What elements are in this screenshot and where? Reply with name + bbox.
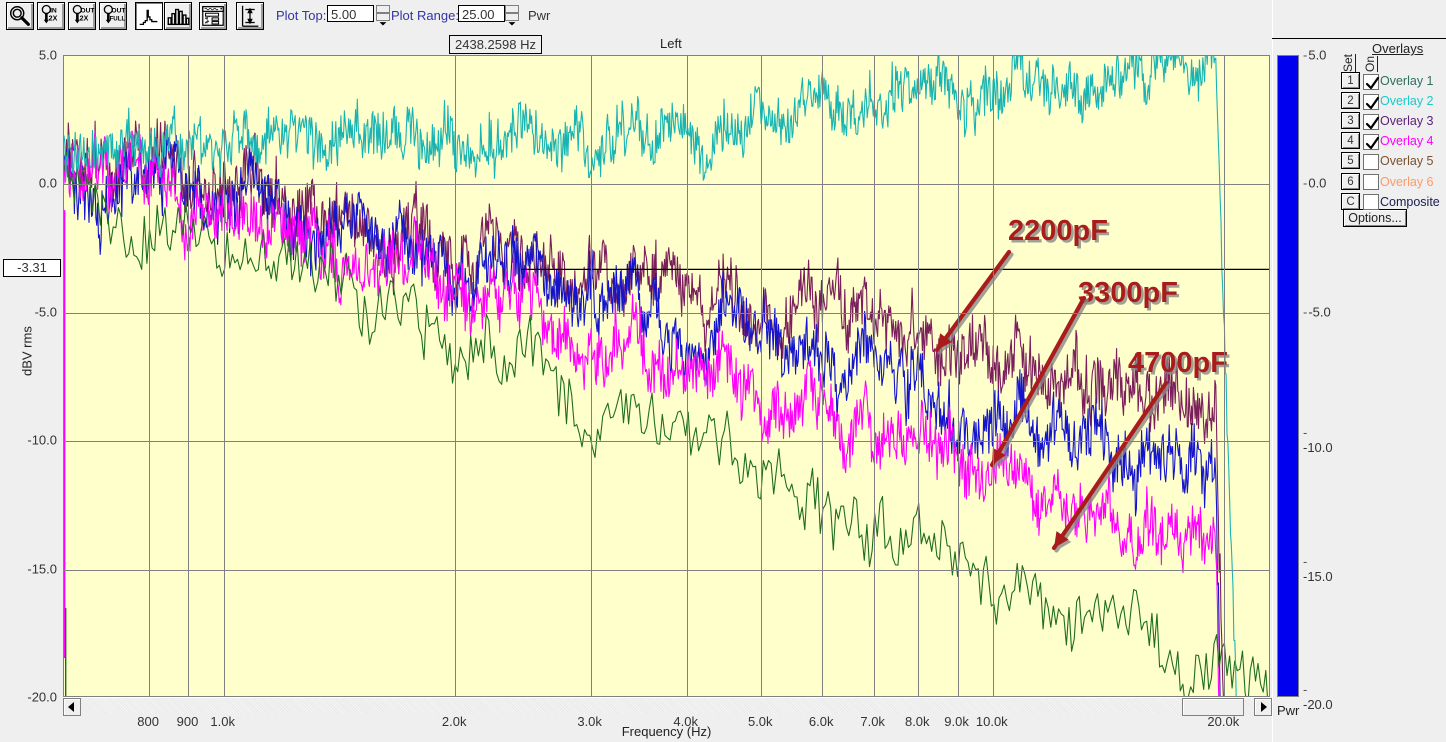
svg-text:IN: IN [50,7,57,14]
svg-text:3300pF: 3300pF [1078,277,1178,309]
svg-text:2200pF: 2200pF [1008,215,1108,247]
svg-text:2X: 2X [80,16,89,23]
svg-text:FULL: FULL [110,16,126,23]
svg-text:OUT: OUT [80,7,94,14]
svg-text:OUT: OUT [111,7,125,14]
svg-text:2X: 2X [49,16,58,23]
svg-text:4700pF: 4700pF [1128,347,1228,379]
